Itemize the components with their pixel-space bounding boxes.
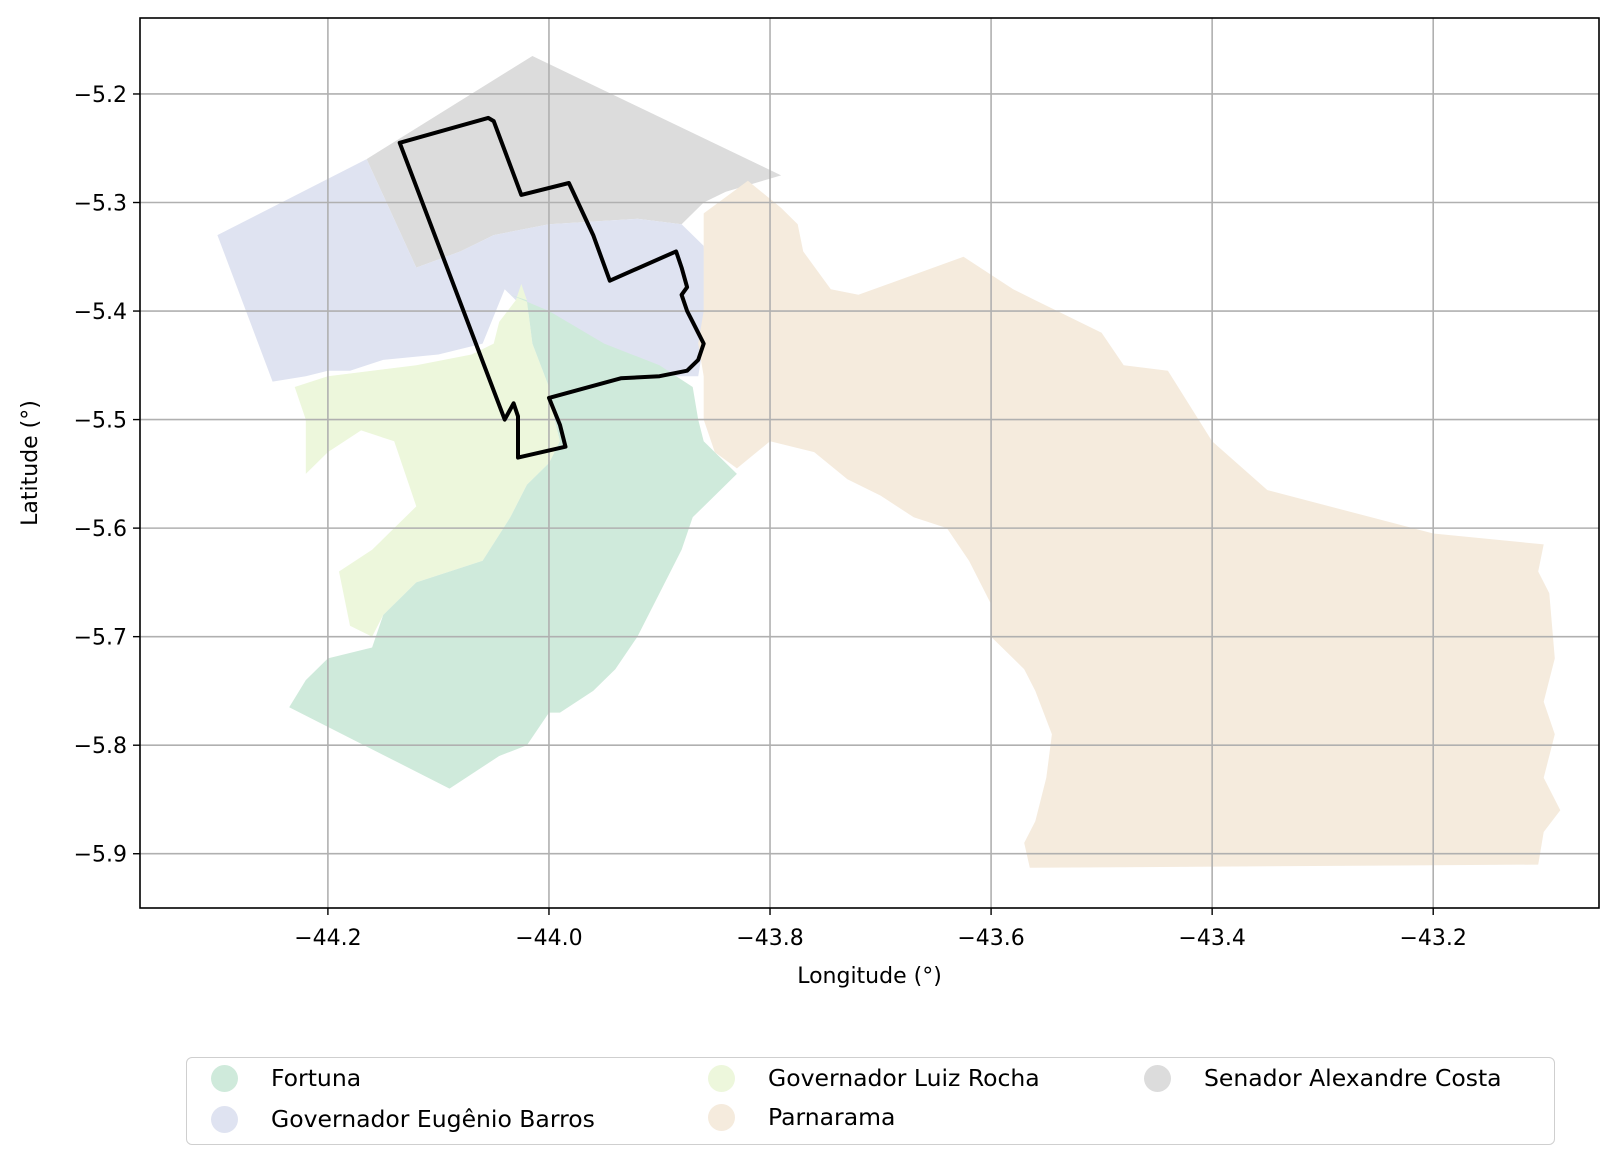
legend: Fortuna Governador Eugênio Barros Govern…: [186, 1057, 1555, 1145]
x-tick-label: −44.2: [294, 926, 361, 951]
legend-item-governador-luiz-rocha: Governador Luiz Rocha: [708, 1063, 1040, 1093]
legend-label: Parnarama: [768, 1103, 896, 1131]
legend-item-parnarama: Parnarama: [708, 1102, 895, 1132]
legend-label: Governador Eugênio Barros: [271, 1105, 595, 1133]
legend-label: Senador Alexandre Costa: [1204, 1064, 1502, 1092]
legend-marker-governador-eugenio-barros: [211, 1105, 238, 1133]
region-parnarama: [698, 180, 1561, 868]
legend-label: Fortuna: [271, 1064, 362, 1092]
x-axis-ticks: −44.2 −44.0 −43.8 −43.6 −43.4 −43.2: [294, 908, 1467, 951]
region-governador-eugenio-barros: [217, 159, 710, 382]
region-senador-alexandre-costa: [366, 56, 782, 268]
legend-marker-parnarama: [708, 1103, 735, 1131]
plot-frame: [139, 17, 1600, 909]
y-axis-ticks: −5.2 −5.3 −5.4 −5.5 −5.6 −5.7 −5.8 −5.9: [74, 83, 140, 868]
legend-label: Governador Luiz Rocha: [768, 1064, 1040, 1092]
x-tick-label: −43.8: [736, 926, 803, 951]
region-fortuna: [289, 294, 737, 789]
x-tick-label: −43.2: [1399, 926, 1466, 951]
x-tick-label: −44.0: [515, 926, 582, 951]
y-axis-label: Latitude (°): [18, 400, 43, 526]
legend-item-senador-alexandre-costa: Senador Alexandre Costa: [1144, 1063, 1502, 1093]
x-tick-label: −43.6: [957, 926, 1024, 951]
region-governador-luiz-rocha: [294, 283, 560, 637]
study-area-outline: [397, 115, 706, 460]
legend-item-governador-eugenio-barros: Governador Eugênio Barros: [211, 1104, 595, 1134]
outline-layer: [397, 115, 706, 460]
legend-item-fortuna: Fortuna: [211, 1063, 361, 1093]
legend-marker-governador-luiz-rocha: [708, 1064, 735, 1092]
y-tick-label: −5.5: [74, 409, 127, 434]
y-tick-label: −5.4: [74, 300, 127, 325]
region-layer: [217, 56, 1561, 868]
grid-layer: [140, 18, 1599, 908]
x-tick-label: −43.4: [1178, 926, 1245, 951]
legend-marker-fortuna: [211, 1064, 238, 1092]
y-tick-label: −5.7: [74, 626, 127, 651]
x-axis-label: Longitude (°): [797, 964, 942, 989]
y-tick-label: −5.9: [74, 843, 127, 868]
legend-marker-senador-alexandre-costa: [1144, 1064, 1171, 1092]
y-tick-label: −5.6: [74, 517, 127, 542]
y-tick-label: −5.8: [74, 734, 127, 759]
y-tick-label: −5.2: [74, 83, 127, 108]
y-tick-label: −5.3: [74, 192, 127, 217]
